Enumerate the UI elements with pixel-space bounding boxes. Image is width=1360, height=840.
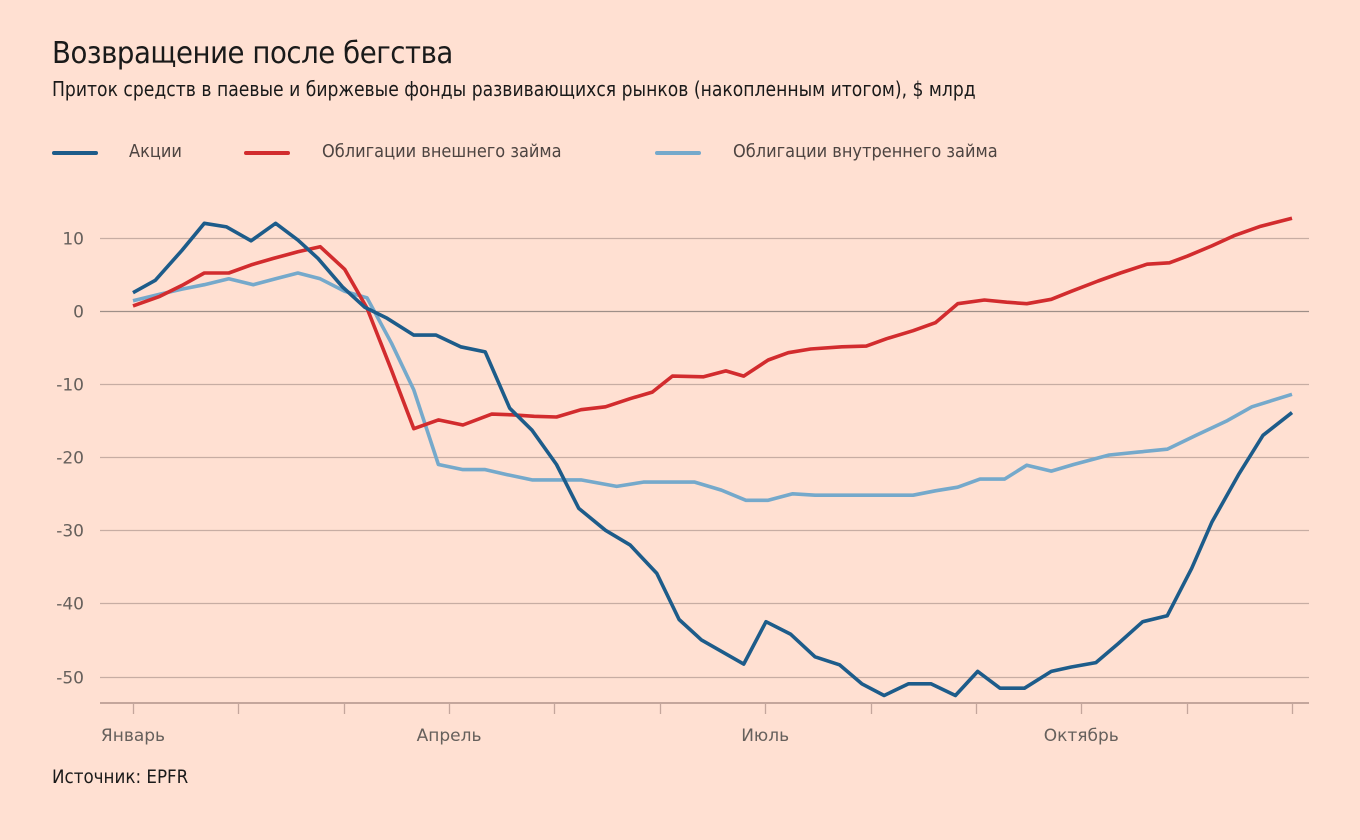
legend-label-domestic-bonds: Облигации внутреннего займа bbox=[733, 141, 998, 162]
series-line-external-bonds bbox=[132, 216, 1293, 431]
x-tick-label: Июль bbox=[741, 726, 789, 746]
legend-label-equities: Акции bbox=[129, 141, 182, 162]
source-note: Источник: EPFR bbox=[52, 766, 189, 788]
y-tick-label: 0 bbox=[73, 303, 84, 323]
series-lines bbox=[132, 216, 1294, 698]
y-tick-label: -30 bbox=[56, 522, 84, 542]
series-line-domestic-bonds bbox=[132, 271, 1293, 503]
y-tick-label: 10 bbox=[62, 230, 84, 250]
legend-swatch-domestic-bonds bbox=[655, 151, 701, 155]
y-tick-label: -40 bbox=[56, 595, 84, 615]
x-tick-label: Октябрь bbox=[1044, 726, 1119, 746]
chart-title: Возвращение после бегства bbox=[52, 36, 453, 71]
grid-lines bbox=[100, 237, 1309, 679]
series-line-equities bbox=[132, 221, 1294, 698]
y-tick-label: -20 bbox=[56, 449, 84, 469]
legend-swatch-external-bonds bbox=[244, 151, 290, 155]
x-axis: Январь Апрель Июль Октябрь bbox=[100, 702, 1309, 746]
x-tick-label: Апрель bbox=[417, 726, 482, 746]
x-tick-label: Январь bbox=[101, 726, 165, 746]
y-axis: 10 0 -10 -20 -30 -40 -50 bbox=[56, 230, 84, 689]
chart-subtitle: Приток средств в паевые и биржевые фонды… bbox=[52, 77, 976, 101]
legend-swatch-equities bbox=[52, 151, 98, 155]
legend-label-external-bonds: Облигации внешнего займа bbox=[322, 141, 562, 162]
y-tick-label: -50 bbox=[56, 669, 84, 689]
y-tick-label: -10 bbox=[56, 376, 84, 396]
